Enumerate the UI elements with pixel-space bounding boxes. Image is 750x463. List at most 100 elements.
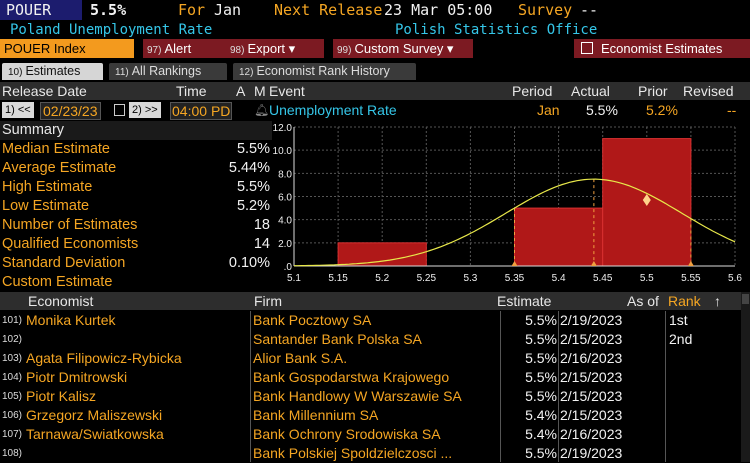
- time-field[interactable]: 04:00 PD: [170, 102, 233, 120]
- date-input[interactable]: 02/23/23: [40, 102, 101, 120]
- col-firm[interactable]: Firm: [254, 293, 282, 309]
- tab-all-rankings[interactable]: 11) All Rankings: [109, 63, 227, 80]
- summary-row: High Estimate 5.5%: [0, 178, 272, 197]
- histogram-bar: [514, 207, 604, 267]
- asof-date: 2/15/2023: [560, 369, 623, 385]
- next-button[interactable]: 2) >>: [129, 102, 161, 118]
- table-row[interactable]: 103) Agata Filipowicz-Rybicka Alior Bank S…: [0, 349, 740, 368]
- security-name: Poland Unemployment Rate: [10, 22, 213, 38]
- calendar-icon[interactable]: [114, 104, 125, 116]
- event-name[interactable]: Unemployment Rate: [269, 102, 397, 118]
- tz-value: PD: [210, 103, 231, 119]
- date-value: 02/23/23: [43, 103, 98, 119]
- summary-label: Qualified Economists: [2, 236, 139, 252]
- summary-row: Median Estimate 5.5%: [0, 140, 272, 159]
- col-revised[interactable]: Revised: [683, 83, 734, 99]
- export-label: Export ▾: [247, 41, 296, 56]
- summary-label: Average Estimate: [2, 160, 117, 176]
- tab-estimates[interactable]: 10) Estimates: [2, 63, 103, 80]
- for-value: Jan: [214, 1, 242, 19]
- summary-value: 5.44%: [228, 160, 270, 176]
- col-asof[interactable]: As of: [627, 293, 659, 309]
- scrollbar[interactable]: [741, 292, 750, 462]
- column-divider: [558, 311, 559, 462]
- column-divider: [500, 311, 501, 462]
- col-m[interactable]: M: [254, 83, 266, 99]
- estimate-value: 5.5%: [525, 331, 557, 347]
- prev-num: 1): [5, 104, 15, 116]
- firm-name: Bank Gospodarstwa Krajowego: [253, 369, 450, 385]
- scroll-up-icon[interactable]: [742, 294, 749, 304]
- col-period[interactable]: Period: [512, 83, 553, 99]
- toolbar: POUER Index 97) Alert 98) Export ▾ 99) Cust…: [0, 39, 750, 58]
- summary-value: 18: [253, 217, 270, 233]
- summary-value: 0.10%: [228, 255, 270, 271]
- alert-button[interactable]: 97) Alert: [143, 39, 227, 58]
- col-estimate[interactable]: Estimate: [497, 293, 552, 309]
- table-row[interactable]: 104) Piotr Dmitrowski Bank Gospodarstwa Kr…: [0, 368, 740, 387]
- table-row[interactable]: 106) Grzegorz Maliszewski Bank Millennium …: [0, 406, 740, 425]
- axis-marker: [687, 261, 694, 266]
- survey-value: --: [580, 1, 599, 19]
- prev-button[interactable]: 1) <<: [2, 102, 34, 118]
- row-number: 106): [2, 410, 23, 421]
- col-a[interactable]: A: [236, 83, 246, 99]
- row-number: 105): [2, 391, 23, 402]
- x-tick-label: 5.2: [375, 273, 389, 284]
- table-row[interactable]: 108) Bank Polskiej Spoldzielczosci ... 5.5…: [0, 444, 740, 463]
- estimate-value: 5.5%: [525, 350, 557, 366]
- economist-name: Agata Filipowicz-Rybicka: [26, 350, 182, 366]
- ticker-box[interactable]: [0, 0, 82, 20]
- row-number: 102): [2, 334, 23, 345]
- summary-title: Summary: [2, 122, 65, 138]
- next-release-value: 23 Mar 05:00: [384, 1, 493, 19]
- x-tick-label: 5.25: [417, 273, 437, 284]
- economist-estimates-button[interactable]: Economist Estimates: [574, 39, 750, 58]
- table-row[interactable]: 105) Piotr Kalisz Bank Handlowy W Warszawi…: [0, 387, 740, 406]
- tab-economist-rank-history[interactable]: 12) Economist Rank History: [233, 63, 416, 80]
- summary-value: 5.5%: [236, 179, 270, 195]
- bell-icon[interactable]: 🔔︎: [254, 103, 270, 117]
- x-tick-label: 5.3: [463, 273, 477, 284]
- export-button[interactable]: 98) Export ▾: [226, 39, 324, 58]
- asof-date: 2/19/2023: [560, 445, 623, 461]
- asof-date: 2/15/2023: [560, 407, 623, 423]
- row-number: 103): [2, 353, 23, 364]
- asof-date: 2/16/2023: [560, 350, 623, 366]
- export-num: 98): [230, 45, 245, 56]
- summary-label: Low Estimate: [2, 198, 90, 214]
- row-number: 104): [2, 372, 23, 383]
- event-revised: --: [727, 102, 737, 118]
- economist-name: Grzegorz Maliszewski: [26, 407, 163, 423]
- custom-survey-button[interactable]: 99) Custom Survey ▾: [333, 39, 473, 58]
- estimate-value: 5.4%: [525, 426, 557, 442]
- col-prior[interactable]: Prior: [638, 83, 668, 99]
- col-time[interactable]: Time: [176, 83, 207, 99]
- survey-label: Survey: [518, 1, 573, 19]
- asof-date: 2/19/2023: [560, 312, 623, 328]
- row-number: 101): [2, 315, 23, 326]
- summary-row[interactable]: Custom Estimate: [0, 273, 272, 292]
- table-row[interactable]: 101) Monika Kurtek Bank Pocztowy SA 5.5% 2/1…: [0, 311, 740, 330]
- col-event[interactable]: Event: [269, 83, 305, 99]
- col-actual[interactable]: Actual: [571, 83, 610, 99]
- rank-value: 2nd: [669, 331, 693, 347]
- econ-label: Economist Estimates: [601, 41, 723, 56]
- asof-date: 2/15/2023: [560, 331, 623, 347]
- index-button[interactable]: POUER Index: [0, 39, 134, 58]
- axis-marker: [511, 261, 518, 266]
- alert-label: Alert: [164, 41, 192, 56]
- table-row[interactable]: 107) Tarnawa/Swiatkowska Bank Ochrony Srod…: [0, 425, 740, 444]
- col-economist[interactable]: Economist: [28, 293, 94, 309]
- summary-label: Number of Estimates: [2, 217, 138, 233]
- tab-label: Economist Rank History: [256, 64, 390, 78]
- col-release-date[interactable]: Release Date: [2, 83, 87, 99]
- sort-arrow-icon[interactable]: ↑: [714, 293, 721, 309]
- security-subheader: Poland Unemployment Rate Polish Statisti…: [0, 20, 750, 38]
- firm-name: Alior Bank S.A.: [253, 350, 348, 366]
- table-row[interactable]: 102) Santander Bank Polska SA 5.5% 2/15/202…: [0, 330, 740, 349]
- event-period: Jan: [537, 102, 560, 118]
- asof-date: 2/16/2023: [560, 426, 623, 442]
- for-label: For: [178, 1, 206, 19]
- col-rank[interactable]: Rank: [668, 293, 701, 309]
